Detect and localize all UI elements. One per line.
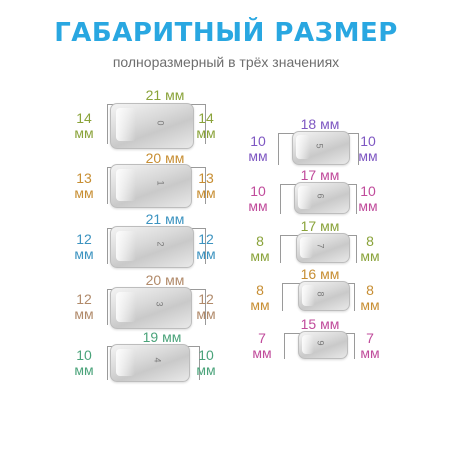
height-label-left: 7 мм [252, 330, 272, 361]
width-label: 15 мм [300, 316, 340, 332]
height-label-right: 8 мм [360, 282, 380, 313]
nail-tip-7 [296, 233, 350, 263]
nail-tip-1 [110, 164, 192, 208]
left-tick [107, 346, 108, 380]
height-label-right: 14 мм [196, 110, 216, 141]
right-tick [205, 104, 206, 144]
right-tick [356, 184, 357, 214]
left-tick [107, 289, 108, 325]
height-label-left: 12 мм [74, 231, 94, 262]
height-label-left: 10 мм [248, 183, 268, 214]
height-label-right: 12 мм [196, 291, 216, 322]
width-label: 21 мм [145, 87, 185, 103]
left-tick [280, 184, 281, 214]
height-label-left: 14 мм [74, 110, 94, 141]
width-label: 17 мм [300, 218, 340, 234]
tip-number: 5 [314, 143, 325, 149]
nail-tip-0 [110, 103, 194, 149]
right-tick [205, 228, 206, 264]
left-tick [278, 133, 279, 165]
width-label: 21 мм [145, 211, 185, 227]
tip-number: 2 [155, 241, 166, 247]
nail-tip-6 [294, 182, 350, 214]
right-tick [358, 133, 359, 165]
width-label: 20 мм [145, 150, 185, 166]
height-label-right: 7 мм [360, 330, 380, 361]
height-label-left: 12 мм [74, 291, 94, 322]
width-label: 20 мм [145, 272, 185, 288]
height-label-right: 10 мм [196, 347, 216, 378]
height-label-right: 10 мм [358, 183, 378, 214]
tip-number: 9 [315, 340, 326, 346]
tip-number: 8 [315, 291, 326, 297]
tip-number: 1 [155, 180, 166, 186]
tip-number: 3 [154, 301, 165, 307]
nail-tip-3 [110, 287, 192, 329]
tip-number: 4 [152, 357, 163, 363]
nail-tip-4 [110, 344, 190, 382]
width-label: 16 мм [300, 266, 340, 282]
left-tick [107, 228, 108, 264]
height-label-right: 10 мм [358, 133, 378, 164]
tip-number: 6 [315, 193, 326, 199]
right-tick [356, 235, 357, 263]
left-tick [107, 167, 108, 204]
nail-tip-9 [298, 331, 348, 359]
nail-tip-8 [298, 281, 350, 311]
width-label: 19 мм [142, 329, 182, 345]
left-tick [284, 333, 285, 359]
height-label-right: 8 мм [360, 233, 380, 264]
height-label-right: 12 мм [196, 231, 216, 262]
page-title: ГАБАРИТНЫЙ РАЗМЕР [54, 18, 398, 48]
tip-number: 7 [315, 243, 326, 249]
right-tick [354, 333, 355, 359]
right-tick [205, 167, 206, 204]
right-tick [199, 346, 200, 380]
height-label-left: 8 мм [250, 233, 270, 264]
page-subtitle: полноразмерный в трёх значениях [112, 54, 340, 70]
tip-number: 0 [155, 120, 166, 126]
height-label-left: 8 мм [250, 282, 270, 313]
height-label-right: 13 мм [196, 170, 216, 201]
height-label-left: 10 мм [248, 133, 268, 164]
height-label-left: 10 мм [74, 347, 94, 378]
right-tick [354, 283, 355, 311]
left-tick [280, 235, 281, 263]
left-tick [282, 283, 283, 311]
nail-tip-2 [110, 226, 194, 268]
nail-tip-5 [292, 131, 350, 165]
left-tick [107, 104, 108, 144]
width-label: 17 мм [300, 167, 340, 183]
right-tick [205, 289, 206, 325]
height-label-left: 13 мм [74, 170, 94, 201]
width-label: 18 мм [300, 116, 340, 132]
